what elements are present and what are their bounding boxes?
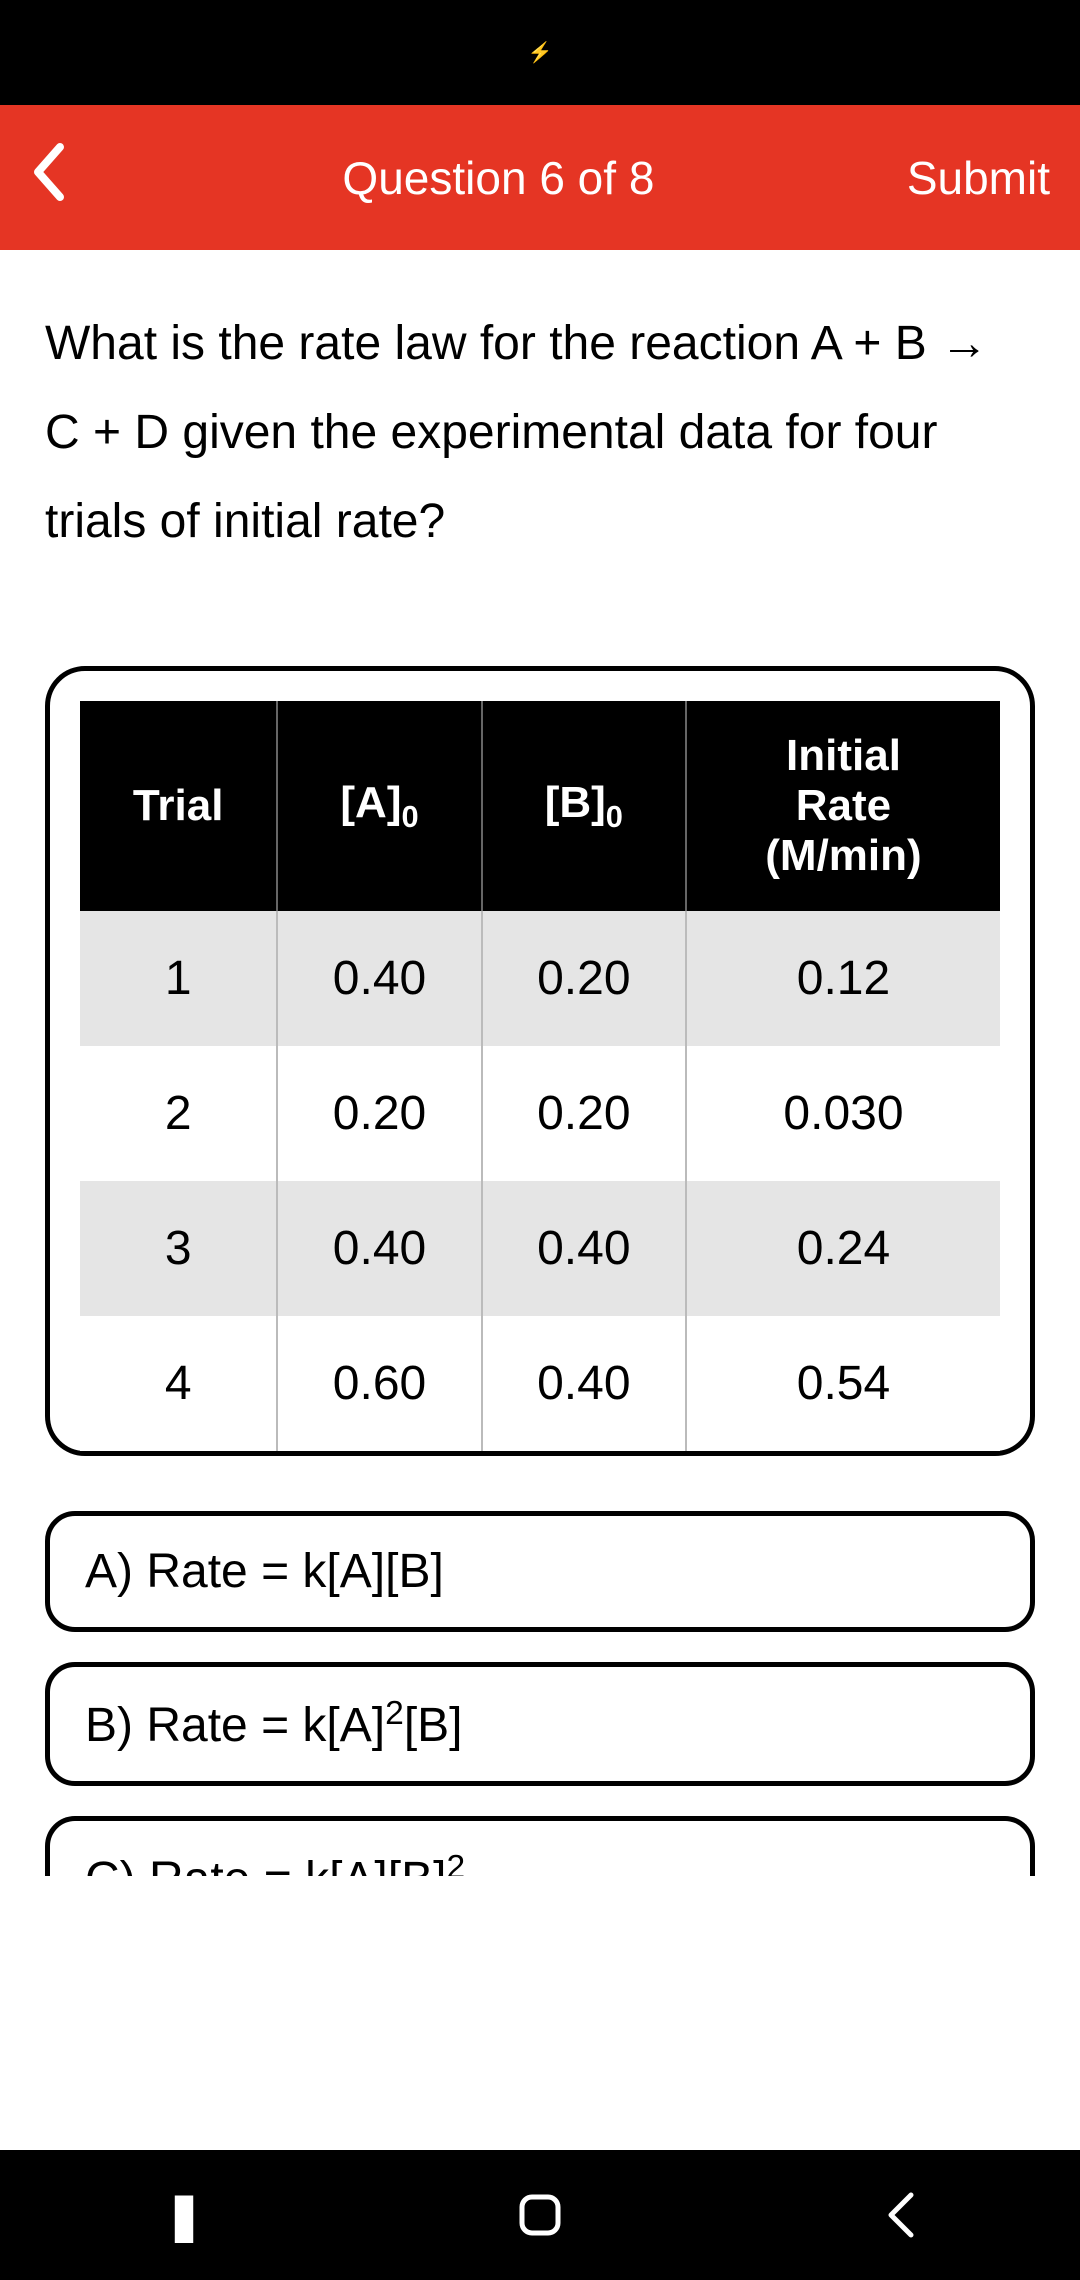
question-text: What is the rate law for the reaction A … [45,300,1035,566]
app-header: Question 6 of 8 Submit [0,105,1080,250]
submit-button[interactable]: Submit [907,151,1050,205]
cell: 0.40 [277,1181,481,1316]
content-area: What is the rate law for the reaction A … [0,250,1080,1876]
cell: 0.20 [277,1046,481,1181]
system-nav-bar: ||| [0,2150,1080,2280]
status-bar: ⚡ [0,0,1080,105]
cell: 0.60 [277,1316,481,1451]
data-table-card: Trial [A]0 [B]0 InitialRate(M/min) 1 0.4… [45,666,1035,1456]
col-rate: InitialRate(M/min) [686,701,1000,911]
cell: 4 [80,1316,277,1451]
cell: 0.54 [686,1316,1000,1451]
question-counter: Question 6 of 8 [110,151,907,205]
cell: 1 [80,911,277,1046]
table-row: 2 0.20 0.20 0.030 [80,1046,1000,1181]
cell: 2 [80,1046,277,1181]
cell: 0.12 [686,911,1000,1046]
answer-option-b[interactable]: B) Rate = k[A]2[B] [45,1662,1035,1786]
nav-home-button[interactable] [480,2191,600,2239]
answer-option-c[interactable]: C) Rate = k[A][B]2 [45,1816,1035,1876]
cell: 0.030 [686,1046,1000,1181]
back-button[interactable] [30,138,110,218]
data-table: Trial [A]0 [B]0 InitialRate(M/min) 1 0.4… [80,701,1000,1451]
cell: 0.20 [482,1046,686,1181]
col-trial: Trial [80,701,277,911]
cell: 0.40 [482,1181,686,1316]
cell: 0.20 [482,911,686,1046]
nav-back-button[interactable] [840,2190,960,2240]
cell: 0.24 [686,1181,1000,1316]
table-row: 4 0.60 0.40 0.54 [80,1316,1000,1451]
cell: 0.40 [277,911,481,1046]
col-b: [B]0 [482,701,686,911]
cell: 3 [80,1181,277,1316]
nav-recents-button[interactable]: ||| [120,2186,240,2244]
table-row: 3 0.40 0.40 0.24 [80,1181,1000,1316]
table-header-row: Trial [A]0 [B]0 InitialRate(M/min) [80,701,1000,911]
charging-icon: ⚡ [528,40,553,65]
col-a: [A]0 [277,701,481,911]
cell: 0.40 [482,1316,686,1451]
table-row: 1 0.40 0.20 0.12 [80,911,1000,1046]
answer-option-a[interactable]: A) Rate = k[A][B] [45,1511,1035,1632]
